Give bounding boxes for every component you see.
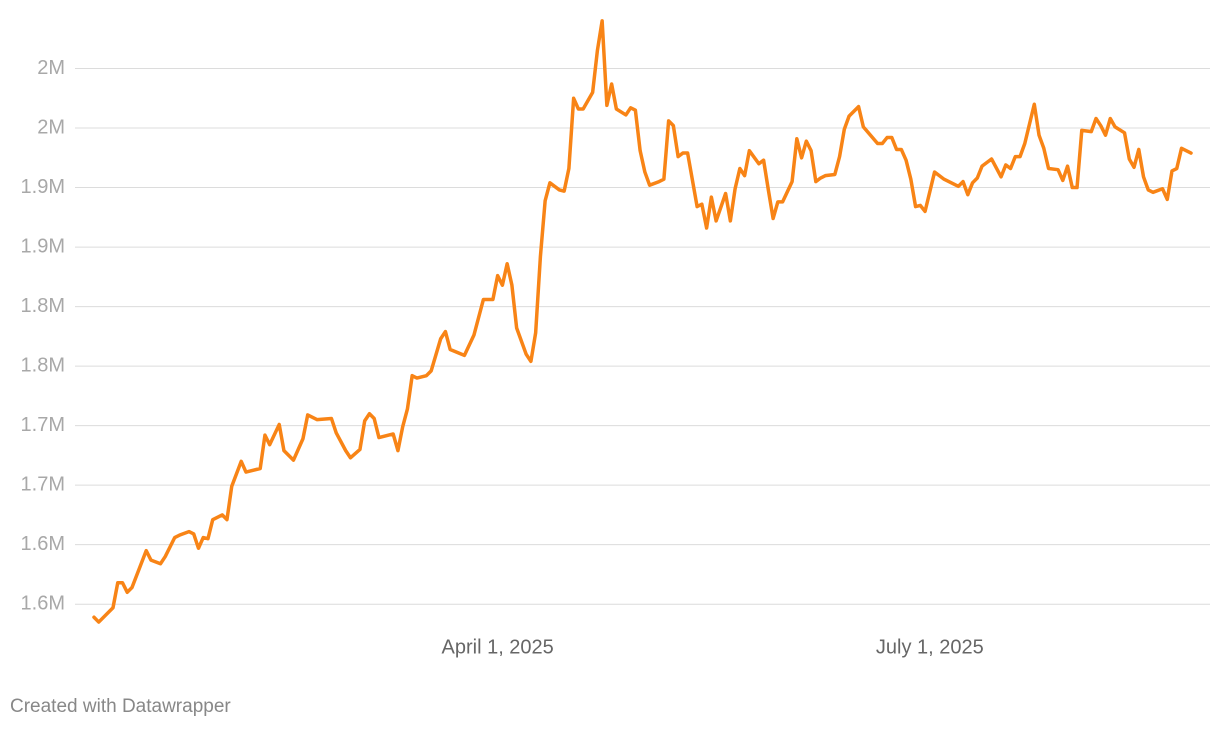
y-tick-label: 2M (37, 57, 65, 79)
x-tick-label: April 1, 2025 (442, 636, 554, 658)
y-tick-label: 1.6M (21, 533, 65, 555)
y-tick-label: 1.8M (21, 295, 65, 317)
y-tick-label: 1.7M (21, 473, 65, 495)
plot-area (92, 19, 1193, 624)
credit: Created with Datawrapper (10, 696, 231, 717)
y-tick-label: 1.9M (21, 176, 65, 198)
x-tick-label: July 1, 2025 (876, 636, 984, 658)
y-tick-label: 1.6M (21, 592, 65, 614)
line-series (92, 19, 1193, 624)
y-tick-label: 1.8M (21, 354, 65, 376)
y-tick-label: 1.7M (21, 414, 65, 436)
grid: 1.6M 1.6M 1.7M 1.7M 1.8M 1.8M 1.9M 1.9M 2M 2M Apri… (21, 57, 1210, 658)
y-tick-label: 1.9M (21, 235, 65, 257)
y-tick-label: 2M (37, 116, 65, 138)
